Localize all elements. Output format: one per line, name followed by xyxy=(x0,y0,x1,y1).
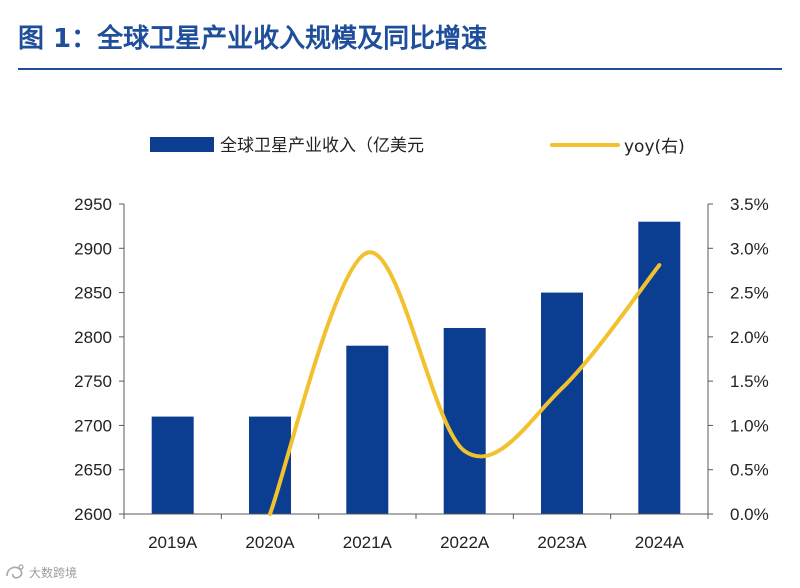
bar-series xyxy=(151,221,681,514)
right-tick-label: 1.5% xyxy=(730,372,769,391)
watermark-logo-icon xyxy=(6,564,24,579)
left-tick-label: 2800 xyxy=(74,328,112,347)
figure-title: 图 1：全球卫星产业收入规模及同比增速 xyxy=(18,24,488,54)
left-tick-label: 2650 xyxy=(74,461,112,480)
bar-2019A xyxy=(151,416,194,514)
legend-bar-label: 全球卫星产业收入（亿美元 xyxy=(220,136,424,156)
x-tick-label: 2022A xyxy=(440,533,490,552)
chart-axes: 2600 2650 2700 2750 2800 2850 2900 2950 0.0% 0.5%… xyxy=(74,195,769,552)
right-tick-label: 2.5% xyxy=(730,284,769,303)
right-tick-label: 3.5% xyxy=(730,195,769,214)
left-tick-label: 2900 xyxy=(74,239,112,258)
bar-2022A xyxy=(443,328,486,514)
right-tick-label: 2.0% xyxy=(730,328,769,347)
figure-header: 图 1：全球卫星产业收入规模及同比增速 xyxy=(18,22,782,70)
legend-line-label: yoy(右) xyxy=(624,137,685,157)
right-tick-label: 1.0% xyxy=(730,416,769,435)
x-tick-label: 2021A xyxy=(343,533,393,552)
bar-2021A xyxy=(346,345,389,514)
right-tick-label: 0.0% xyxy=(730,505,769,524)
right-tick-label: 3.0% xyxy=(730,239,769,258)
left-tick-label: 2950 xyxy=(74,195,112,214)
left-tick-label: 2750 xyxy=(74,372,112,391)
watermark-text: 大数跨境 xyxy=(29,565,78,580)
watermark: 大数跨境 xyxy=(4,563,77,581)
x-tick-label: 2019A xyxy=(148,533,198,552)
line-series xyxy=(268,250,662,516)
x-tick-label: 2020A xyxy=(245,533,295,552)
left-tick-label: 2700 xyxy=(74,416,112,435)
x-tick-label: 2024A xyxy=(635,533,685,552)
left-tick-label: 2850 xyxy=(74,284,112,303)
right-tick-label: 0.5% xyxy=(730,461,769,480)
bar-2024A xyxy=(638,221,681,514)
yoy-line xyxy=(268,250,662,516)
legend-bar-swatch xyxy=(150,137,214,152)
left-tick-label: 2600 xyxy=(74,505,112,524)
chart-legend: 全球卫星产业收入（亿美元 yoy(右) xyxy=(150,136,685,157)
x-tick-label: 2023A xyxy=(537,533,587,552)
header-divider xyxy=(18,68,782,70)
